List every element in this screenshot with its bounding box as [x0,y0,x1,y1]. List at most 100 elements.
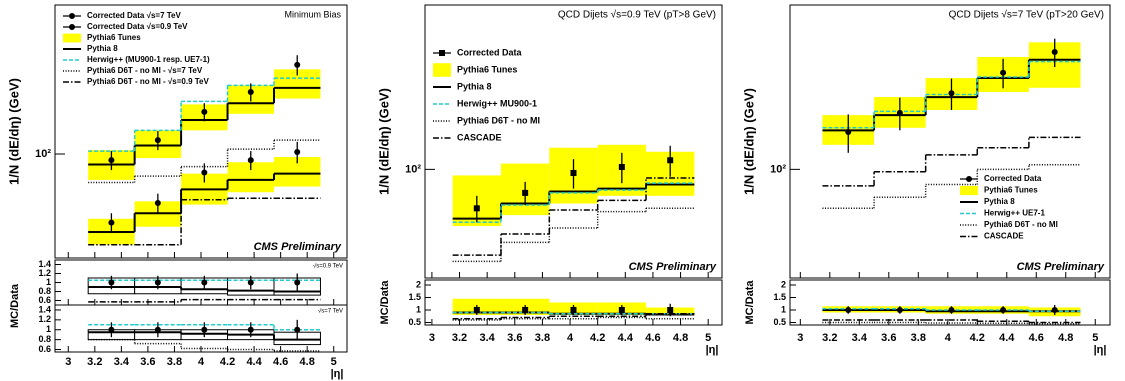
ratio-y-tick-label: 0.5 [408,317,421,327]
ratio-label: √s=7 TeV [318,308,343,315]
watermark: CMS Preliminary [1017,261,1105,273]
data-point [896,109,903,116]
x-tick-label: 4 [567,332,574,344]
legend-label: Pythia6 D6T - no MI - √s=0.9 TeV [87,77,209,86]
x-axis-label: |η| [331,368,344,380]
data-point [667,157,674,164]
ratio-y-tick-label: 2 [416,279,421,289]
legend-label: Corrected Data √s=0.9 TeV [87,22,188,31]
legend-marker [69,13,75,19]
legend-label: Pythia6 D6T - no MI [984,220,1058,229]
legend-label: Pythia 8 [457,81,492,91]
data-point [108,326,115,333]
data-point [1000,307,1007,313]
ratio-label: √s=0.9 TeV [313,263,343,270]
x-tick-label: 3 [429,332,435,344]
data-point [473,307,480,313]
legend-swatch [433,63,451,77]
ratio-y-tick-label: 0.6 [38,295,51,305]
ratio-frame [789,279,1111,326]
x-tick-label: 3.8 [911,332,926,344]
data-point [1051,49,1058,56]
x-tick-label: 4.6 [645,332,660,344]
y-axis-label: 1/N (dE/dη) (GeV) [6,78,21,185]
x-tick-label: 4.6 [1029,332,1044,344]
x-tick-label: 4.2 [590,332,605,344]
legend-marker [439,50,445,56]
data-point [948,90,955,97]
ratio-y-tick-label: 1 [781,304,786,314]
data-point [247,326,254,333]
x-tick-label: 3.8 [167,356,182,368]
data-point [522,307,529,313]
chart-title: Minimum Bias [284,9,341,19]
data-point [294,326,301,333]
ratio-y-tick-label: 1.5 [408,292,421,302]
chart-title: QCD Dijets √s=7 TeV (pT>20 GeV) [949,9,1104,21]
chart-title: QCD Dijets √s=0.9 TeV (pT>8 GeV) [558,9,716,21]
legend-label: Pythia6 Tunes [984,186,1038,195]
x-axis-label: |η| [1094,344,1107,356]
x-tick-label: 4.2 [970,332,985,344]
x-tick-label: 3.6 [507,332,522,344]
data-point [154,326,161,333]
legend-label: Pythia 8 [984,197,1015,206]
x-tick-label: 3.4 [852,332,868,344]
data-point [154,199,161,206]
legend-label: Pythia 8 [87,44,118,53]
legend-label: CASCADE [457,132,502,142]
data-point [473,205,480,212]
ratio-y-tick-label: 1.4 [38,259,51,269]
data-point [247,157,254,164]
legend-label: CASCADE [984,232,1024,241]
data-point [201,169,208,176]
ratio-y-tick-label: 0.8 [38,334,51,344]
y-axis-label: 1/N (dE/dη) (GeV) [741,88,756,195]
legend-label: Herwig++ MU900-1 [457,98,537,108]
legend-label: Herwig++ UE7-1 [984,209,1045,218]
ratio-y-tick-label: 1.5 [773,292,786,302]
x-tick-label: 4.2 [220,356,235,368]
x-tick-label: 4.8 [673,332,688,344]
y-axis-label: 1/N (dE/dη) (GeV) [376,88,391,195]
watermark: CMS Preliminary [254,241,342,253]
data-point [294,279,301,286]
legend-label: Corrected Data √s=7 TeV [87,11,182,20]
x-tick-label: 3.8 [535,332,550,344]
ratio-y-tick-label: 1 [46,324,51,334]
x-tick-label: 4.6 [273,356,288,368]
x-tick-label: 5 [705,332,711,344]
ratio-y-tick-label: 1 [416,304,421,314]
ratio-y-axis-label: MC/Data [744,280,756,325]
legend-marker [966,176,972,182]
data-point [618,164,625,171]
ratio-y-tick-label: 0.6 [38,344,51,354]
y-tick-label: 10² [405,163,421,175]
data-point [201,279,208,286]
data-point [201,108,208,115]
x-tick-label: 4.4 [999,332,1015,344]
plot-frame [424,4,723,279]
x-tick-label: 3.4 [114,356,130,368]
ratio-y-axis-label: MC/Data [379,280,391,325]
x-tick-label: 4.4 [246,356,262,368]
x-tick-label: 4.8 [300,356,315,368]
data-point [570,307,577,313]
ratio-y-axis-label: MC/Data [9,283,21,328]
data-point [948,307,955,313]
data-point [1000,69,1007,76]
x-tick-label: 4.8 [1058,332,1073,344]
data-point [1051,307,1058,313]
ratio-y-tick-label: 0.5 [773,317,786,327]
y-tick-label: 10² [35,148,51,160]
data-point [570,169,577,176]
x-tick-label: 3.2 [822,332,837,344]
legend-label: Pythia6 Tunes [87,33,141,42]
y-tick-label: 10² [770,163,786,175]
data-point [108,157,115,164]
legend-marker [69,24,75,30]
ratio-y-tick-label: 1 [46,277,51,287]
x-tick-label: 3.6 [140,356,155,368]
